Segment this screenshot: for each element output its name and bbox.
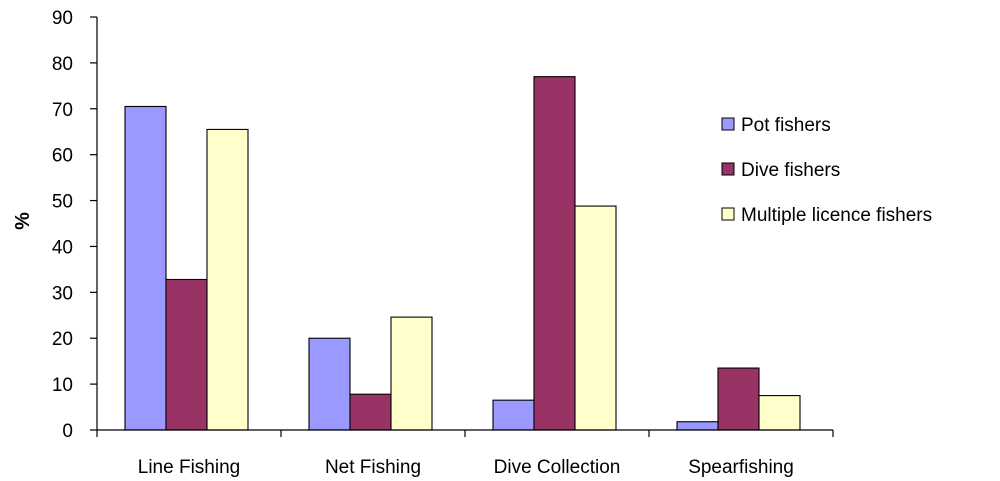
- bar-dive-fishers-spearfishing: [717, 367, 760, 431]
- legend-label: Multiple licence fishers: [741, 205, 932, 226]
- y-tick-label: 10: [52, 375, 73, 396]
- bars-group: [124, 76, 801, 431]
- bar-pot-fishers-line-fishing: [124, 105, 167, 431]
- y-tick-label: 30: [52, 283, 73, 304]
- legend-label: Pot fishers: [741, 115, 831, 136]
- legend-swatch-pot-fishers: [721, 117, 735, 131]
- y-tick-label: 50: [52, 192, 73, 213]
- bar-pot-fishers-spearfishing: [676, 421, 719, 431]
- bar-dive-fishers-dive-collection: [533, 76, 576, 431]
- bar-multiple-licence-fishers-line-fishing: [206, 128, 249, 431]
- y-tick-label: 90: [52, 8, 73, 29]
- y-tick-label: 60: [52, 146, 73, 167]
- x-category-label: Line Fishing: [138, 457, 240, 478]
- legend: Pot fishers Dive fishers Multiple licence …: [721, 115, 932, 226]
- x-category-label: Net Fishing: [325, 457, 421, 478]
- y-tick-label: 40: [52, 237, 73, 258]
- legend-swatch-dive-fishers: [721, 162, 735, 176]
- bar-multiple-licence-fishers-net-fishing: [390, 316, 433, 431]
- bar-pot-fishers-net-fishing: [308, 337, 351, 431]
- x-category-label: Dive Collection: [494, 457, 621, 478]
- bar-dive-fishers-net-fishing: [349, 393, 392, 431]
- y-tick-label: 70: [52, 100, 73, 121]
- bar-dive-fishers-line-fishing: [165, 278, 208, 431]
- bar-multiple-licence-fishers-spearfishing: [758, 395, 801, 431]
- bar-multiple-licence-fishers-dive-collection: [574, 205, 617, 431]
- y-tick-label: 80: [52, 54, 73, 75]
- legend-label: Dive fishers: [741, 160, 840, 181]
- legend-swatch-multiple-licence-fishers: [721, 207, 735, 221]
- y-tick-label: 20: [52, 329, 73, 350]
- x-ticks-group: Line Fishing Net Fishing Dive Collection Sp…: [96, 430, 834, 478]
- y-axis-title: %: [12, 212, 34, 230]
- x-category-label: Spearfishing: [688, 457, 794, 478]
- bar-pot-fishers-dive-collection: [492, 399, 535, 431]
- y-ticks-group: 0 10 20 30 40 50 60 70 80 90: [52, 8, 97, 442]
- y-tick-label: 0: [62, 421, 73, 442]
